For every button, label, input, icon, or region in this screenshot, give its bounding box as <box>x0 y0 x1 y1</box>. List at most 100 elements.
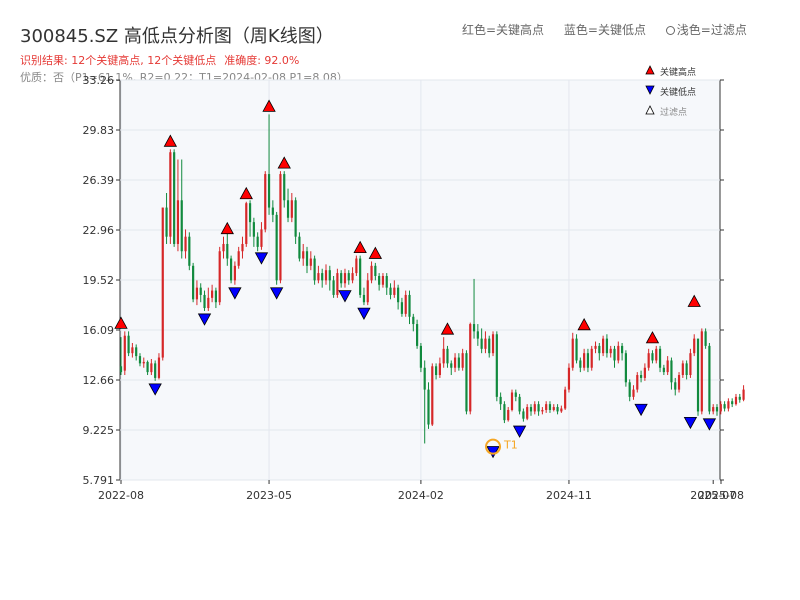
candle-body <box>286 200 290 218</box>
candle-body <box>571 338 574 368</box>
candle-body <box>457 357 460 368</box>
candle-body <box>434 366 438 376</box>
candle-body <box>123 335 126 371</box>
y-tick-label: 19.52 <box>83 274 115 287</box>
candle-body <box>381 276 385 285</box>
candle-body <box>529 407 533 412</box>
candle-body <box>233 265 236 281</box>
candle-body <box>674 382 677 390</box>
candle-body <box>567 367 571 390</box>
candle-body <box>176 200 180 244</box>
t1-circle <box>485 438 502 455</box>
key-low-marker <box>254 252 269 265</box>
candle-body <box>290 200 293 218</box>
candle-body <box>359 258 362 295</box>
candle-body <box>491 334 495 354</box>
candle-body <box>594 345 597 349</box>
candle-body <box>495 334 498 397</box>
candle-body <box>313 258 316 281</box>
y-tick-label: 22.96 <box>83 224 115 237</box>
candle-body <box>127 335 130 354</box>
candle-body <box>514 392 517 397</box>
candle-body <box>135 347 138 357</box>
legend-top: 红色=关键高点 蓝色=关键低点 浅色=过滤点 <box>462 21 763 38</box>
candle-body <box>708 345 711 412</box>
candle-body <box>586 353 590 368</box>
candle-body <box>340 273 343 284</box>
candle-body <box>199 287 202 295</box>
candle-body <box>317 273 320 281</box>
candle-body <box>715 407 719 412</box>
legend-red-label: 红色=关键高点 <box>462 23 545 37</box>
candle-body <box>218 251 221 303</box>
candle-body <box>526 407 529 419</box>
t1-label: T1 <box>503 439 518 452</box>
candle-body <box>628 382 631 397</box>
candle-body <box>146 361 149 373</box>
candle-body <box>294 200 297 237</box>
candle-body <box>719 404 722 412</box>
candle-body <box>256 236 259 247</box>
candle-body <box>742 389 745 400</box>
candle-body <box>351 273 354 281</box>
candle-body <box>541 409 544 412</box>
candle-body <box>180 200 183 252</box>
candle-body <box>173 152 176 244</box>
candle-body <box>620 345 624 354</box>
candle-body <box>427 389 430 425</box>
candle-body <box>681 363 684 376</box>
key-low-marker <box>512 425 527 438</box>
candle-body <box>488 338 491 354</box>
candle-body <box>647 353 650 368</box>
candle-body <box>545 404 548 410</box>
legend-hollow-label: 浅色=过滤点 <box>665 23 747 37</box>
candle-body <box>165 207 168 237</box>
candle-body <box>636 375 639 390</box>
candle-body <box>723 404 726 409</box>
candle-body <box>556 407 559 412</box>
accuracy-text: 准确度: 92.0% <box>224 54 300 67</box>
candle-body <box>522 411 525 419</box>
candle-body <box>738 396 741 400</box>
candle-body <box>408 294 411 317</box>
candle-body <box>275 214 278 281</box>
key-high-marker <box>687 294 701 307</box>
candle-body <box>207 297 210 309</box>
candle-body <box>693 338 696 354</box>
candle-body <box>279 174 282 281</box>
candle-body <box>404 294 407 314</box>
candle-body <box>689 353 692 376</box>
candle-body <box>142 361 145 364</box>
candle-body <box>446 348 449 364</box>
candle-body <box>245 203 248 244</box>
key-low-marker <box>357 307 371 320</box>
candle-body <box>609 348 612 354</box>
candle-body <box>305 251 309 266</box>
candle-body <box>624 353 627 383</box>
key-low-marker <box>683 416 698 430</box>
candle-body <box>727 401 730 409</box>
candle-body <box>632 389 635 397</box>
legend-filtered-marker <box>645 105 655 115</box>
key-low-marker <box>228 287 242 300</box>
y-tick-label: 9.225 <box>83 424 115 437</box>
result-line: 识别结果: 12个关键高点, 12个关键低点 准确度: 92.0% <box>20 52 299 68</box>
candle-body <box>552 407 555 410</box>
candle-body <box>431 366 434 425</box>
candle-body <box>419 345 422 368</box>
candle-body <box>731 401 734 405</box>
legend-low-label: 关键低点 <box>660 86 696 98</box>
x-tick-label: 2022-08 <box>98 489 144 502</box>
candle-body <box>484 338 487 349</box>
candle-body <box>370 265 373 281</box>
candle-body <box>385 276 388 288</box>
candle-body <box>248 203 252 223</box>
candle-body <box>389 287 392 295</box>
legend-high-marker <box>645 65 655 75</box>
candle-body <box>700 331 703 412</box>
candle-body <box>583 353 586 368</box>
candle-body <box>302 251 305 259</box>
candle-body <box>510 392 514 410</box>
candle-body <box>704 331 707 346</box>
candle-body <box>666 360 669 373</box>
